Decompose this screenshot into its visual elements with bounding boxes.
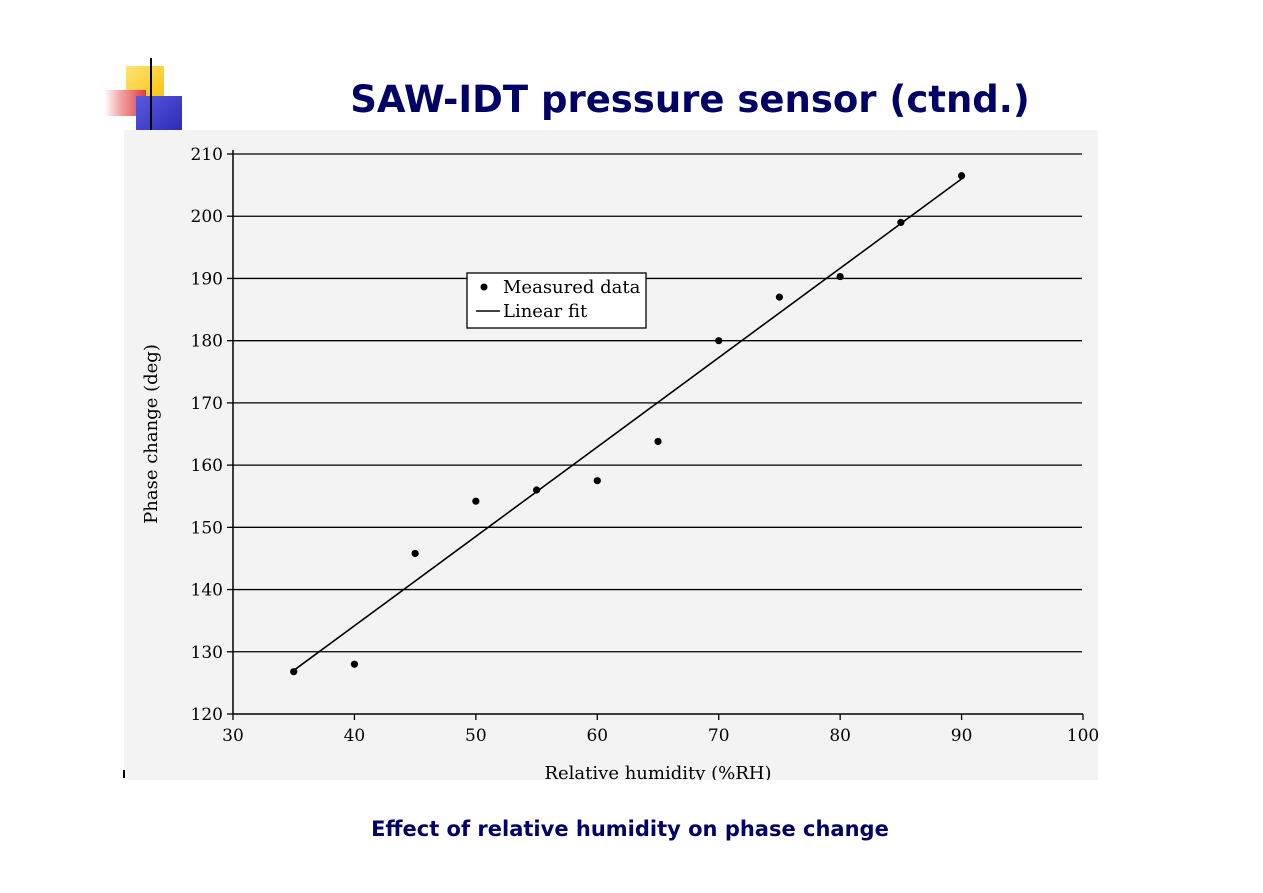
legend-label-fit: Linear fit: [503, 301, 588, 322]
data-point-35: [290, 668, 298, 676]
tick-label-x-70: 70: [708, 726, 730, 746]
legend-label-measured: Measured data: [503, 277, 641, 298]
tick-label-x-40: 40: [344, 726, 366, 746]
data-point-75: [775, 293, 784, 301]
tick-label-x-100: 100: [1067, 726, 1098, 746]
legend-marker-measured: [480, 283, 488, 291]
tick-label-x-80: 80: [829, 726, 851, 746]
chart-panel: 120 130 140 150 160 170 180 190 200 210 30 40 50 60 70…: [124, 130, 1098, 780]
x-axis-label: Relative humidity (%RH): [544, 763, 771, 780]
legend-box: [466, 272, 647, 329]
points-layer: [290, 172, 966, 676]
tick-label-y-210: 210: [191, 145, 223, 165]
legend: Measured data Linear fit: [466, 272, 647, 329]
data-point-85: [897, 218, 905, 227]
tick-label-y-150: 150: [191, 518, 223, 538]
axes-layer: [232, 150, 1083, 715]
logo-blue-square: [136, 96, 182, 130]
data-point-70: [715, 337, 723, 345]
logo-vertical-line: [150, 58, 152, 134]
tick-label-y-120: 120: [191, 705, 223, 725]
data-point-60: [593, 477, 601, 485]
slide-title: SAW-IDT pressure sensor (ctnd.): [350, 78, 1030, 121]
data-point-55: [532, 486, 541, 494]
tick-label-x-60: 60: [586, 726, 608, 746]
data-point-40: [350, 660, 359, 668]
tick-label-y-160: 160: [191, 456, 223, 476]
tick-layer: 120 130 140 150 160 170 180 190 200 210 30 40 50 60 70…: [191, 145, 1098, 746]
data-point-65: [654, 437, 662, 446]
data-point-80: [836, 272, 844, 281]
linear-fit-line: [293, 178, 963, 672]
tick-label-y-140: 140: [191, 581, 223, 601]
tick-label-y-190: 190: [191, 269, 223, 289]
tick-label-x-50: 50: [465, 726, 487, 746]
tick-label-y-180: 180: [191, 332, 223, 352]
data-point-50: [472, 497, 480, 505]
data-point-45: [411, 549, 419, 558]
y-axis-label: Phase change (deg): [141, 344, 162, 524]
tick-label-x-90: 90: [951, 726, 973, 746]
slide-logo-icon: [100, 58, 190, 138]
tick-label-x-30: 30: [222, 726, 244, 746]
tick-label-y-170: 170: [191, 394, 223, 414]
tick-label-y-130: 130: [191, 643, 223, 663]
data-point-90: [957, 172, 966, 180]
axis-label-layer: Relative humidity (%RH) Phase change (deg…: [141, 344, 772, 780]
scatter-chart: 120 130 140 150 160 170 180 190 200 210 30 40 50 60 70…: [141, 145, 1098, 780]
tick-label-y-200: 200: [191, 207, 223, 227]
fit-layer: [293, 178, 963, 672]
figure-caption: Effect of relative humidity on phase cha…: [371, 817, 889, 841]
stray-mark: [123, 770, 125, 778]
